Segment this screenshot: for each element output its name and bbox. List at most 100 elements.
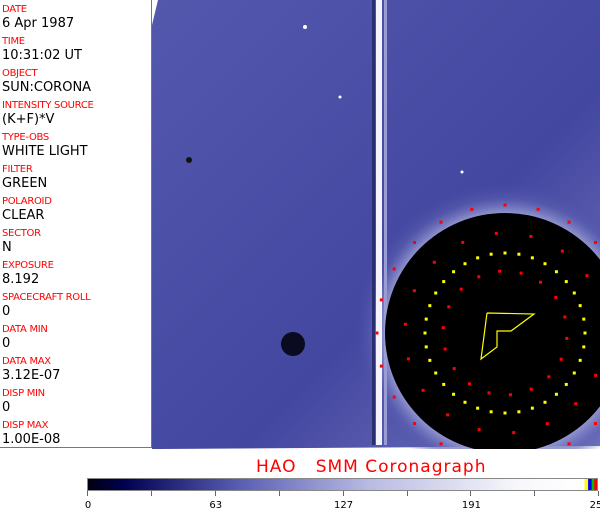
marker: [442, 280, 446, 284]
marker: [554, 270, 558, 274]
marker: [477, 275, 481, 279]
marker: [461, 240, 465, 244]
colorbar-tick: [278, 491, 280, 496]
coronagraph-image: [152, 0, 600, 449]
marker: [421, 388, 425, 392]
marker: [403, 322, 407, 326]
field-label: DISP MAX: [2, 420, 49, 431]
marker: [424, 317, 428, 321]
colorbar-tick: [598, 491, 600, 496]
marker: [563, 315, 567, 319]
marker: [543, 400, 547, 404]
marker: [572, 371, 576, 375]
marker: [578, 358, 582, 362]
marker: [582, 317, 586, 321]
field-value: 8.192: [2, 272, 40, 287]
marker: [428, 358, 432, 362]
header-info-panel: DATE 6 Apr 1987 TIME 10:31:02 UT OBJECT SUN:C…: [0, 0, 152, 448]
marker: [554, 392, 558, 396]
field-label: SECTOR: [2, 228, 41, 239]
field-value: SUN:CORONA: [2, 80, 92, 95]
marker: [572, 291, 576, 295]
marker: [439, 220, 443, 224]
marker: [439, 442, 443, 446]
field-value: 0: [2, 304, 11, 319]
colorbar-tick-label: 63: [209, 500, 223, 511]
marker: [519, 271, 523, 275]
marker: [503, 251, 507, 255]
colorbar-tick: [87, 491, 88, 496]
marker: [442, 382, 446, 386]
field-label: OBJECT: [2, 68, 38, 79]
marker: [567, 220, 571, 224]
marker: [594, 240, 598, 244]
marker: [594, 422, 598, 426]
colorbar-tick-label: 127: [334, 500, 354, 511]
marker: [412, 240, 416, 244]
marker: [494, 231, 498, 235]
colorbar-tick: [342, 491, 344, 496]
marker: [536, 207, 540, 211]
marker: [512, 431, 516, 435]
marker: [423, 331, 427, 335]
marker: [560, 249, 564, 253]
field-value: CLEAR: [2, 208, 45, 223]
marker: [529, 387, 533, 391]
colorbar-tick: [150, 491, 152, 496]
field-value: GREEN: [2, 176, 48, 191]
colorbar-tick-label: 0: [84, 500, 92, 511]
pylon-streak: [376, 0, 382, 445]
colorbar-tick: [406, 491, 408, 496]
bright-spot: [303, 25, 307, 29]
marker: [463, 262, 467, 266]
marker: [452, 367, 456, 371]
field-label: DISP MIN: [2, 388, 45, 399]
colorbar-tick: [534, 491, 536, 496]
marker: [487, 391, 491, 395]
marker: [424, 345, 428, 349]
field-value: 10:31:02 UT: [2, 48, 82, 63]
field-value: 0: [2, 336, 11, 351]
marker: [379, 364, 383, 368]
marker: [447, 305, 451, 309]
marker: [545, 422, 549, 426]
marker: [578, 304, 582, 308]
marker: [412, 422, 416, 426]
field-value: (K+F)*V: [2, 112, 55, 127]
pylon-shadow: [372, 0, 375, 445]
marker: [508, 393, 512, 397]
marker: [564, 382, 568, 386]
field-value: 0: [2, 400, 11, 415]
colorbar: [87, 478, 598, 491]
marker: [379, 298, 383, 302]
marker: [412, 289, 416, 293]
marker: [559, 357, 563, 361]
marker: [489, 410, 493, 414]
marker: [452, 270, 456, 274]
marker: [489, 252, 493, 256]
marker: [392, 267, 396, 271]
marker: [476, 256, 480, 260]
grid-markers: [375, 203, 598, 446]
marker: [470, 207, 474, 211]
marker: [434, 291, 438, 295]
bright-spot: [460, 170, 464, 174]
marker: [543, 262, 547, 266]
field-value: 6 Apr 1987: [2, 16, 75, 31]
marker: [583, 331, 587, 335]
field-label: DATA MAX: [2, 356, 51, 367]
marker: [574, 402, 578, 406]
marker: [517, 410, 521, 414]
field-label: POLAROID: [2, 196, 52, 207]
field-label: TYPE-OBS: [2, 132, 49, 143]
marker: [530, 406, 534, 410]
marker: [432, 260, 436, 264]
marker: [567, 442, 571, 446]
field-label: DATA MIN: [2, 324, 48, 335]
pylon-edge: [384, 0, 387, 445]
marker: [539, 280, 543, 284]
field-label: DATE: [2, 4, 27, 15]
marker: [459, 287, 463, 291]
marker: [467, 382, 471, 386]
marker: [476, 406, 480, 410]
